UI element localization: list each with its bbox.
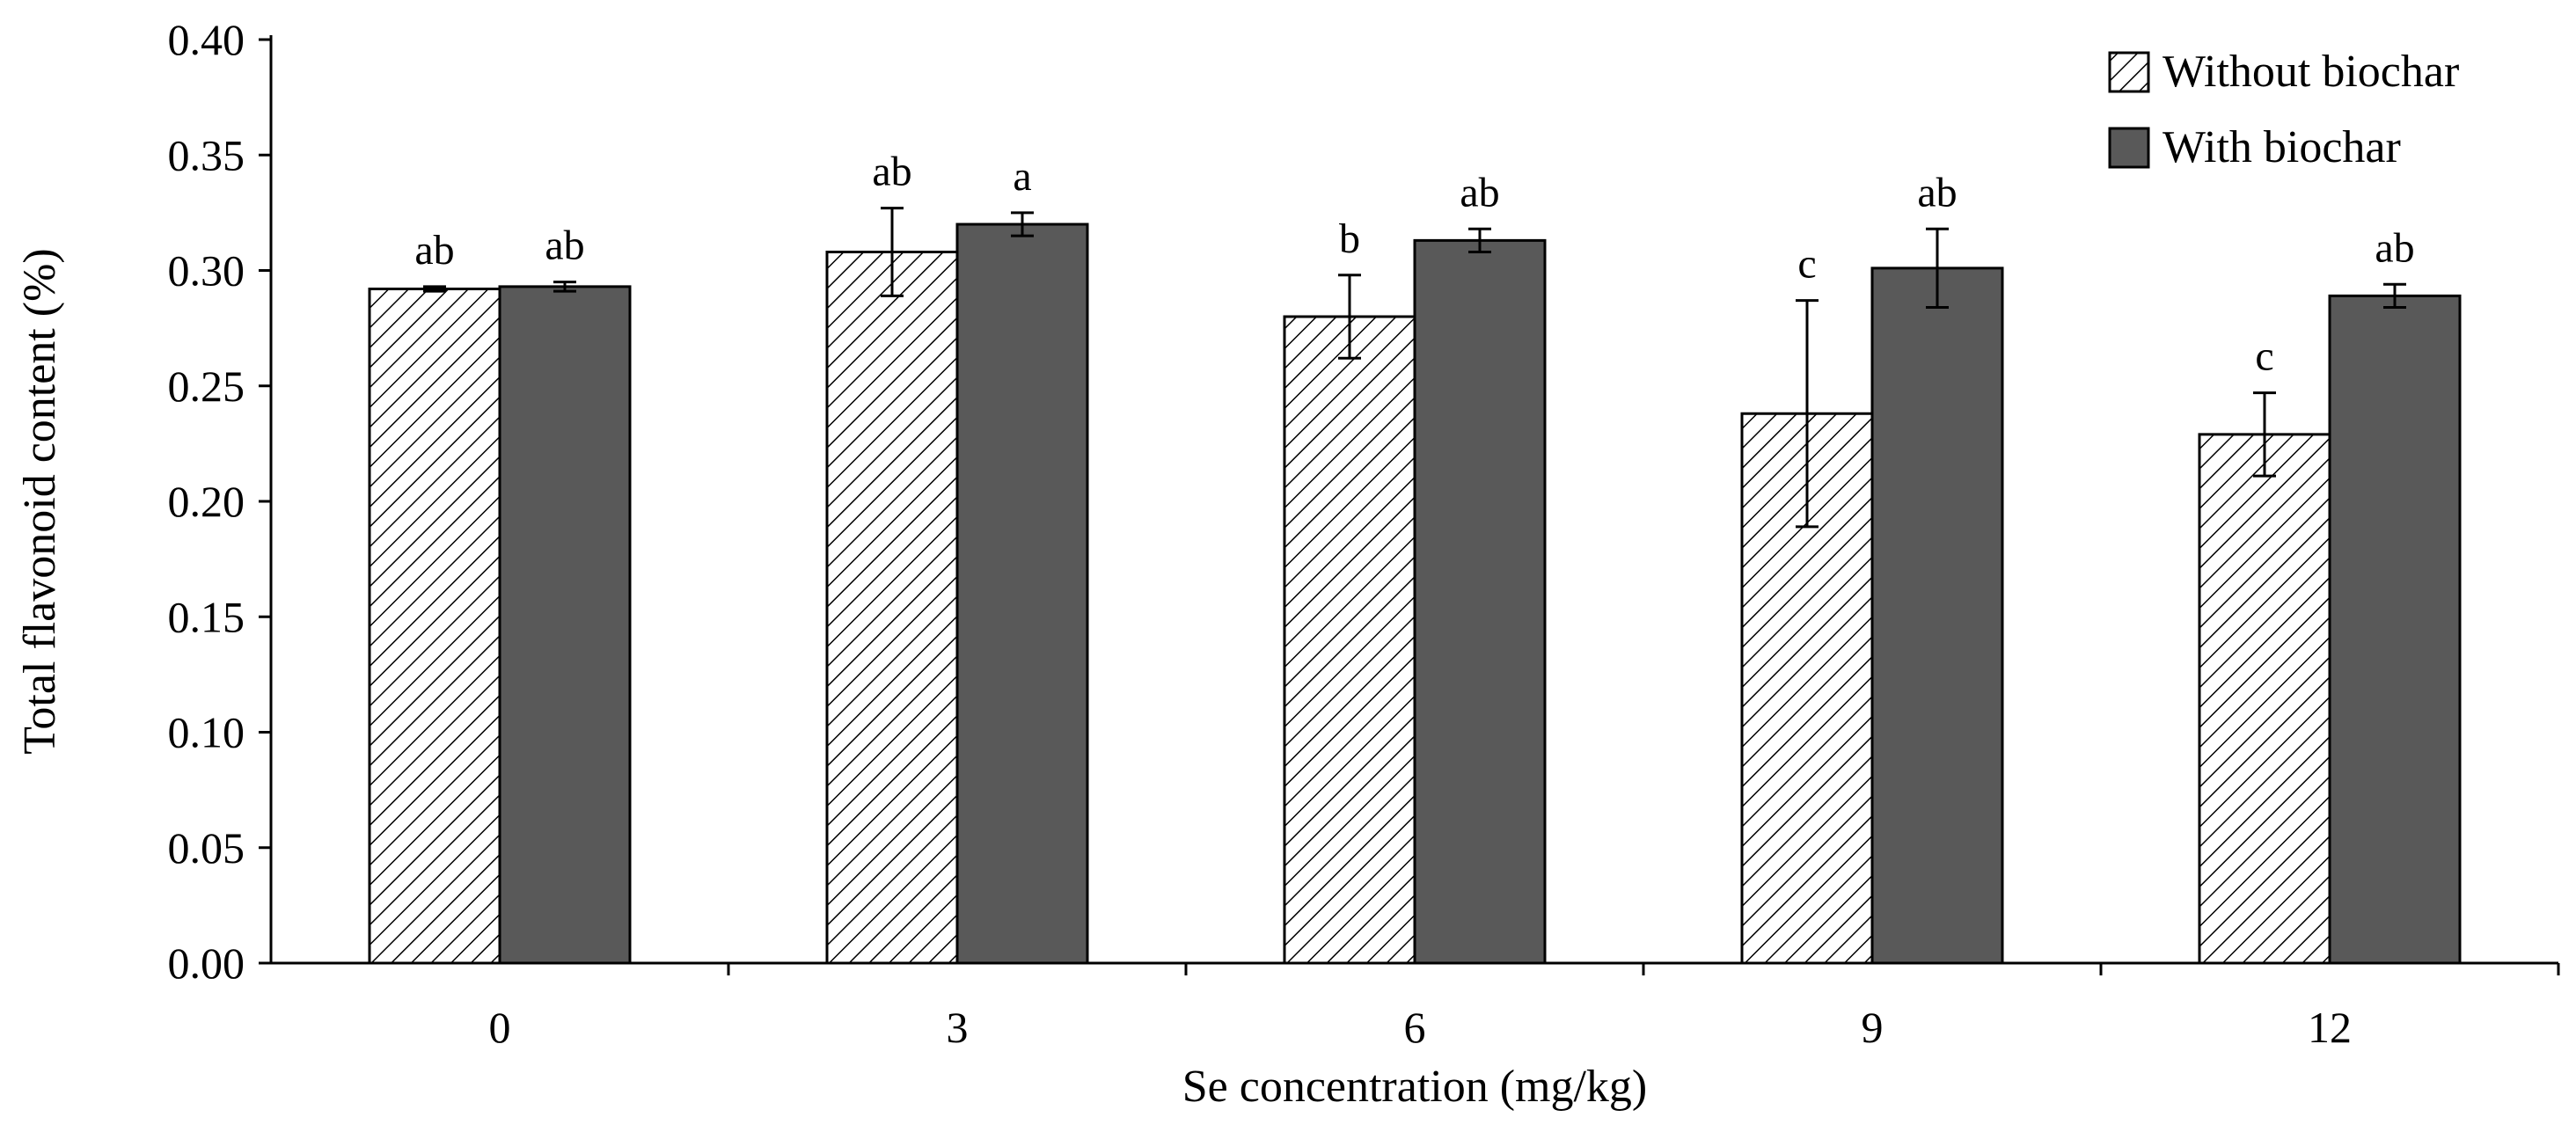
significance-label: ab (1460, 169, 1499, 215)
bar-with-biochar (498, 285, 632, 965)
significance-label: c (2255, 333, 2273, 380)
y-tick-label: 0.05 (168, 823, 245, 873)
significance-label: ab (545, 223, 584, 269)
y-tick-label: 0.20 (168, 477, 245, 526)
y-axis-title: Total flavonoid content (%) (15, 248, 65, 754)
significance-label: ab (872, 149, 911, 195)
bar-with-biochar (1870, 266, 2004, 965)
legend-swatch-with-biochar (2108, 127, 2150, 169)
x-tick-label: 9 (1862, 1003, 1884, 1052)
y-tick-label: 0.15 (168, 592, 245, 641)
y-tick-label: 0.00 (168, 938, 245, 988)
legend-label: With biochar (2163, 122, 2401, 172)
significance-label: a (1013, 153, 1031, 200)
y-tick-label: 0.30 (168, 246, 245, 296)
bar-without-biochar (825, 251, 959, 965)
x-tick-label: 6 (1404, 1003, 1426, 1052)
bar-with-biochar (2328, 294, 2462, 965)
bar-with-biochar (1413, 238, 1547, 965)
legend-swatch-without-biochar (2108, 51, 2150, 93)
significance-label: b (1339, 215, 1360, 262)
significance-label: ab (1917, 169, 1957, 215)
bar-without-biochar (368, 288, 501, 965)
legend-label: Without biochar (2163, 47, 2459, 97)
x-tick-label: 12 (2308, 1003, 2352, 1052)
y-tick-label: 0.35 (168, 130, 245, 179)
y-tick-label: 0.25 (168, 361, 245, 411)
x-tick-label: 3 (947, 1003, 969, 1052)
significance-label: c (1797, 241, 1816, 288)
bar-without-biochar (2198, 433, 2331, 965)
y-tick-label: 0.40 (168, 15, 245, 64)
x-axis-title: Se concentration (mg/kg) (1182, 1062, 1648, 1112)
significance-label: ab (2375, 224, 2414, 271)
bar-with-biochar (955, 223, 1089, 965)
x-tick-label: 0 (489, 1003, 511, 1052)
bar-without-biochar (1283, 315, 1416, 965)
y-tick-label: 0.10 (168, 708, 245, 757)
significance-label: ab (414, 227, 454, 274)
